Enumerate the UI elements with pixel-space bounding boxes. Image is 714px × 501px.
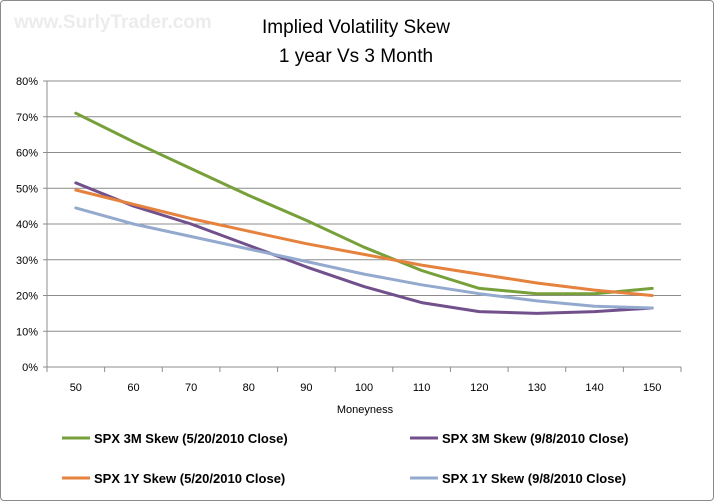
x-tick-label: 110 <box>413 382 431 394</box>
x-tick-label: 130 <box>528 382 546 394</box>
y-tick-label: 70% <box>16 112 38 124</box>
y-tick-label: 60% <box>16 148 38 160</box>
x-axis-title: Moneyness <box>337 404 394 416</box>
chart-title-line-2: 1 year Vs 3 Month <box>279 46 433 67</box>
series-line-1 <box>74 111 654 296</box>
legend-label: SPX 1Y Skew (9/8/2010 Close) <box>442 471 626 486</box>
tick-labels: 0% 10% 20% 30% 40% 50% 60% 70% 80% 50 60 70 80 90 100 1… <box>16 76 661 394</box>
watermark: www.SurlyTrader.com <box>13 12 212 33</box>
series-line-4 <box>74 206 654 310</box>
y-tick-label: 20% <box>16 291 38 303</box>
y-tick-label: 10% <box>16 326 38 338</box>
x-tick-label: 50 <box>70 382 82 394</box>
y-tick-label: 40% <box>16 219 38 231</box>
x-tick-label: 140 <box>585 382 603 394</box>
x-tick-label: 100 <box>355 382 373 394</box>
y-tick-label: 80% <box>16 76 38 88</box>
x-tick-label: 90 <box>300 382 312 394</box>
x-tick-label: 70 <box>185 382 197 394</box>
legend-label: SPX 3M Skew (5/20/2010 Close) <box>94 431 288 446</box>
x-tick-label: 80 <box>243 382 255 394</box>
gridlines <box>47 80 681 332</box>
x-tick-label: 60 <box>127 382 139 394</box>
y-tick-label: 50% <box>16 183 38 195</box>
legend-label: SPX 1Y Skew (5/20/2010 Close) <box>94 471 285 486</box>
chart-title-line-1: Implied Volatility Skew <box>262 17 450 38</box>
series-lines <box>74 111 654 315</box>
axes <box>43 80 682 372</box>
legend: SPX 3M Skew (5/20/2010 Close) SPX 3M Skew… <box>62 431 628 486</box>
y-tick-label: 30% <box>16 255 38 267</box>
series-line-2 <box>74 181 654 315</box>
y-tick-label: 0% <box>22 362 38 374</box>
x-tick-label: 120 <box>470 382 488 394</box>
x-tick-label: 150 <box>643 382 661 394</box>
series-line-3 <box>74 188 654 297</box>
legend-label: SPX 3M Skew (9/8/2010 Close) <box>442 431 628 446</box>
